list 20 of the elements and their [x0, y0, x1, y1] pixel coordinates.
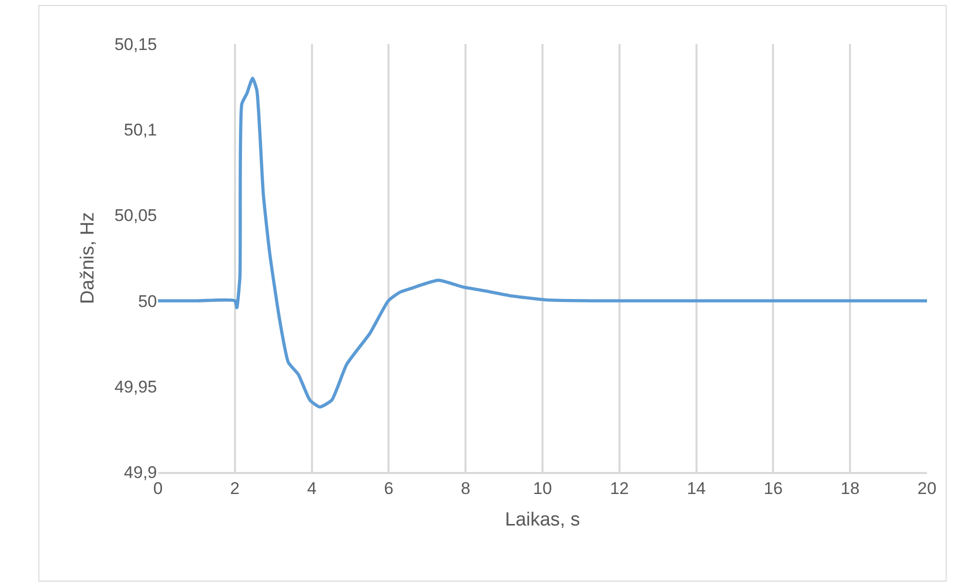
y-axis-title: Dažnis, Hz	[77, 212, 98, 304]
x-tick-label: 14	[686, 479, 706, 498]
x-tick-label: 8	[460, 479, 470, 498]
x-axis-title: Laikas, s	[505, 509, 580, 530]
x-tick-label: 16	[764, 479, 783, 498]
y-tick-label: 49,9	[124, 462, 157, 482]
y-tick-label: 50,05	[114, 206, 157, 226]
x-tick-label: 10	[533, 479, 552, 498]
x-tick-label: 0	[153, 479, 163, 498]
x-tick-label: 18	[840, 479, 860, 498]
x-tick-label: 4	[307, 479, 317, 498]
y-tick-label: 49,95	[114, 377, 157, 396]
x-tick-label: 6	[384, 479, 394, 498]
line-series	[158, 76, 927, 409]
x-tick-label: 12	[610, 479, 629, 498]
y-tick-label: 50,1	[124, 120, 157, 140]
x-tick-label: 20	[918, 479, 936, 498]
x-tick-label: 2	[230, 479, 240, 498]
y-tick-label: 50,15	[114, 34, 157, 54]
y-tick-label: 50	[138, 292, 157, 311]
